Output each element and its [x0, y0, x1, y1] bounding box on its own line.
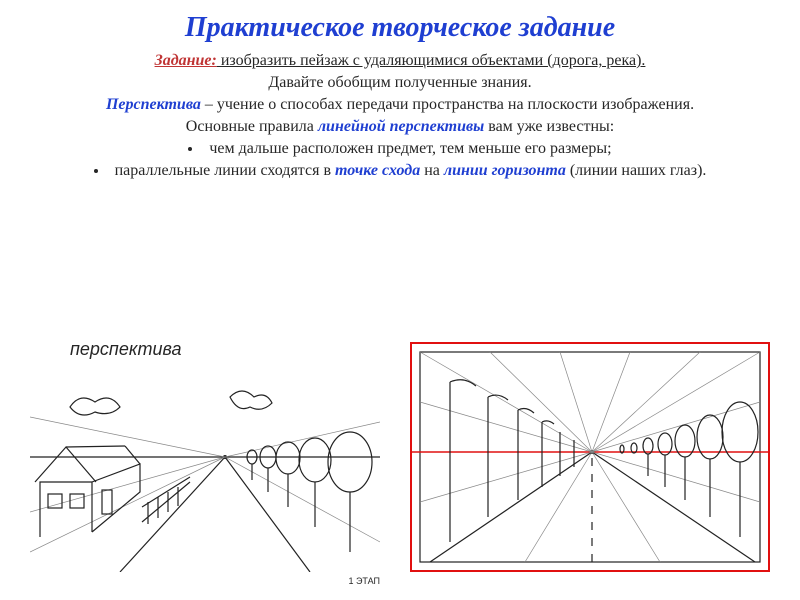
task-text: изобразить пейзаж с удаляющимися объекта…: [217, 52, 646, 69]
slide: Практическое творческое задание Задание:…: [0, 0, 800, 600]
perspective-sketch-right-icon: [410, 342, 770, 572]
b2-p2: на: [420, 162, 444, 179]
perspective-sketch-left-icon: [30, 362, 380, 572]
summary-line: Давайте обобщим полученные знания.: [30, 74, 770, 92]
definition-line: Перспектива – учение о способах передачи…: [30, 96, 770, 114]
diagram-left-label: перспектива: [30, 339, 390, 360]
definition-text: – учение о способах передачи пространств…: [201, 96, 694, 113]
rules-prefix: Основные правила: [186, 118, 318, 135]
task-label: Задание:: [155, 52, 217, 69]
definition-term: Перспектива: [106, 96, 201, 113]
list-item: параллельные линии сходятся в точке сход…: [30, 162, 770, 180]
rules-term: линейной перспективы: [318, 118, 484, 135]
list-item: чем дальше расположен предмет, тем меньш…: [30, 140, 770, 158]
b2-t1: точке схода: [335, 162, 420, 179]
rules-intro: Основные правила линейной перспективы ва…: [30, 118, 770, 136]
rules-suffix: вам уже известны:: [484, 118, 614, 135]
rules-list: чем дальше расположен предмет, тем меньш…: [30, 140, 770, 180]
b2-p1: параллельные линии сходятся в: [115, 162, 335, 179]
diagram-row: перспектива: [30, 339, 770, 572]
b2-p3: (линии наших глаз).: [566, 162, 707, 179]
diagram-left: перспектива: [30, 339, 390, 572]
slide-title: Практическое творческое задание: [30, 12, 770, 44]
diagram-right: [410, 342, 770, 572]
stage-label: 1 ЭТАП: [348, 576, 380, 586]
b2-t2: линии горизонта: [444, 162, 566, 179]
task-line: Задание: изобразить пейзаж с удаляющимис…: [30, 52, 770, 70]
